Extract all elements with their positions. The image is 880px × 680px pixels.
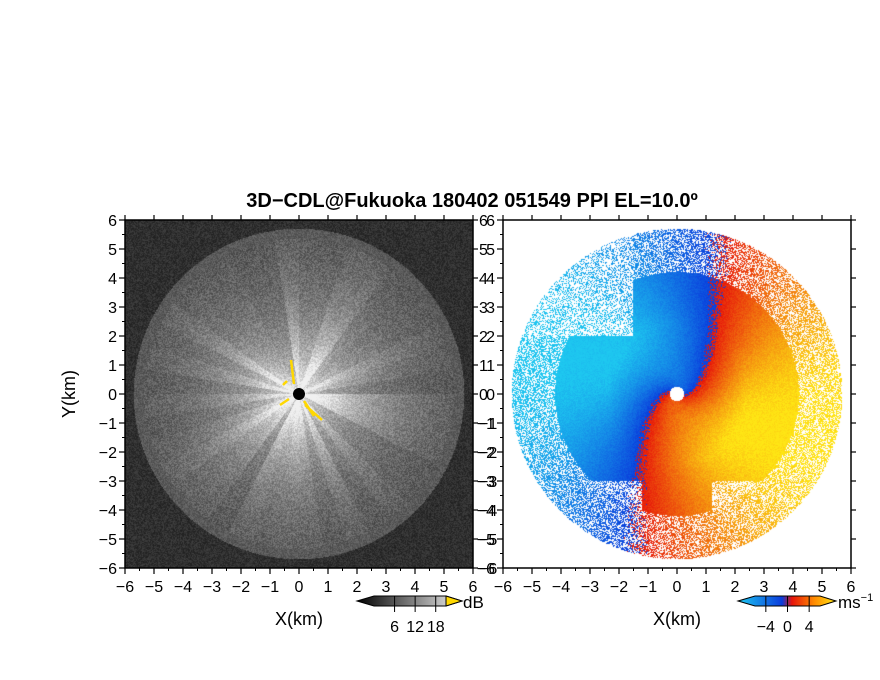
x-tick-label: −3 bbox=[581, 579, 599, 596]
radar-site-marker bbox=[293, 388, 305, 400]
x-tick-label: 0 bbox=[295, 579, 304, 596]
right-panel: −6 −5 −4 −3 −2 −1 0 1 2 3 4 5 6 −6 −5 −4 −3 −2 −1 0 1 2 3 4 5 6 X… bbox=[477, 213, 856, 629]
y-tick-label-right: 0 bbox=[479, 387, 488, 404]
x-tick-label: 4 bbox=[789, 579, 798, 596]
y-tick-label: 4 bbox=[486, 271, 495, 288]
x-tick-label: 4 bbox=[411, 579, 420, 596]
x-tick-label: 2 bbox=[353, 579, 362, 596]
x-tick-label: −6 bbox=[494, 579, 512, 596]
y-tick-label: 3 bbox=[108, 300, 117, 317]
x-tick-label: 6 bbox=[847, 579, 856, 596]
x-tick-label: 0 bbox=[673, 579, 682, 596]
y-tick-label: −5 bbox=[477, 532, 495, 549]
y-tick-label-right: −3 bbox=[479, 474, 497, 491]
y-tick-label: 2 bbox=[108, 329, 117, 346]
colorbar-tick-label: 4 bbox=[805, 619, 814, 636]
y-tick-label: 3 bbox=[486, 300, 495, 317]
y-tick-label: 5 bbox=[486, 242, 495, 259]
y-tick-label: −4 bbox=[477, 503, 495, 520]
x-tick-label: 3 bbox=[382, 579, 391, 596]
reflectivity-colorbar-over bbox=[445, 595, 464, 607]
y-tick-label: 4 bbox=[108, 271, 117, 288]
x-tick-label: −4 bbox=[552, 579, 570, 596]
left-panel: −6 −5 −4 −3 −2 −1 0 1 2 3 4 5 6−6 −6−5 −5−4 −4−3 −3−2 −2−… bbox=[59, 213, 497, 629]
y-tick-label: −3 bbox=[477, 474, 495, 491]
velocity-image bbox=[503, 220, 851, 568]
y-tick-label-right: 5 bbox=[479, 242, 488, 259]
y-tick-label: −6 bbox=[99, 561, 117, 578]
y-tick-label: 1 bbox=[108, 358, 117, 375]
x-tick-label: 5 bbox=[440, 579, 449, 596]
x-tick-label: −2 bbox=[232, 579, 250, 596]
y-tick-label: −6 bbox=[477, 561, 495, 578]
y-tick-label: 6 bbox=[486, 213, 495, 230]
left-y-axis-label: Y(km) bbox=[59, 370, 79, 418]
x-tick-label: −1 bbox=[639, 579, 657, 596]
colorbar-tick-label: 6 bbox=[390, 619, 399, 636]
y-tick-label: 5 bbox=[108, 242, 117, 259]
y-tick-label-right: 1 bbox=[479, 358, 488, 375]
colorbar-tick-label: −4 bbox=[757, 619, 775, 636]
y-tick-label: 6 bbox=[108, 213, 117, 230]
x-tick-label: −6 bbox=[116, 579, 134, 596]
x-tick-label: −2 bbox=[610, 579, 628, 596]
x-tick-label: 1 bbox=[702, 579, 711, 596]
y-tick-label: −1 bbox=[99, 416, 117, 433]
y-tick-label: 1 bbox=[486, 358, 495, 375]
x-tick-label: −3 bbox=[203, 579, 221, 596]
y-tick-label-right: 2 bbox=[479, 329, 488, 346]
x-tick-label: 2 bbox=[731, 579, 740, 596]
y-tick-label-right: −1 bbox=[479, 416, 497, 433]
colorbar-tick-label: 12 bbox=[406, 619, 424, 636]
x-tick-label: −5 bbox=[145, 579, 163, 596]
velocity-unit: ms−1 bbox=[838, 592, 873, 612]
reflectivity-unit: dB bbox=[463, 593, 484, 612]
x-tick-label: −1 bbox=[261, 579, 279, 596]
x-tick-label: 6 bbox=[469, 579, 478, 596]
colorbar-tick-label: 0 bbox=[783, 619, 792, 636]
y-tick-label: −1 bbox=[477, 416, 495, 433]
left-x-axis-label: X(km) bbox=[275, 609, 323, 629]
right-x-axis-label: X(km) bbox=[653, 609, 701, 629]
y-tick-label: −3 bbox=[99, 474, 117, 491]
y-tick-label: −4 bbox=[99, 503, 117, 520]
x-tick-label: 1 bbox=[324, 579, 333, 596]
velocity-colorbar: −4 0 4 ms−1 bbox=[736, 592, 873, 636]
x-tick-label: 3 bbox=[760, 579, 769, 596]
y-tick-label: 0 bbox=[108, 387, 117, 404]
y-tick-label-right: 3 bbox=[479, 300, 488, 317]
x-tick-label: −5 bbox=[523, 579, 541, 596]
reflectivity-colorbar: 6 12 18 dB bbox=[355, 593, 484, 636]
y-tick-label-right: −5 bbox=[479, 532, 497, 549]
y-tick-label-right: −2 bbox=[479, 445, 497, 462]
colorbar-tick-label: 18 bbox=[427, 619, 445, 636]
chart-title: 3D−CDL@Fukuoka 180402 051549 PPI EL=10.0… bbox=[246, 190, 698, 212]
y-tick-label-right: 6 bbox=[479, 213, 488, 230]
center-marker bbox=[279, 359, 323, 421]
y-tick-label-right: 4 bbox=[479, 271, 488, 288]
y-tick-label: −5 bbox=[99, 532, 117, 549]
x-tick-label: −4 bbox=[174, 579, 192, 596]
y-tick-label: 0 bbox=[486, 387, 495, 404]
y-tick-label: 2 bbox=[486, 329, 495, 346]
y-tick-label: −2 bbox=[99, 445, 117, 462]
y-tick-label: −2 bbox=[477, 445, 495, 462]
y-tick-label-right: −6 bbox=[479, 561, 497, 578]
left-axis-ticks: −6 −5 −4 −3 −2 −1 0 1 2 3 4 5 6−6 −6−5 −5−4 −4−3 −3−2 −2−… bbox=[99, 213, 498, 596]
right-axis-ticks: −6 −5 −4 −3 −2 −1 0 1 2 3 4 5 6 −6 −5 −4 −3 −2 −1 0 1 2 3 4 5 6 bbox=[477, 213, 856, 596]
y-tick-label-right: −4 bbox=[479, 503, 497, 520]
x-tick-label: 5 bbox=[818, 579, 827, 596]
yellow-echo-marks bbox=[279, 359, 323, 421]
